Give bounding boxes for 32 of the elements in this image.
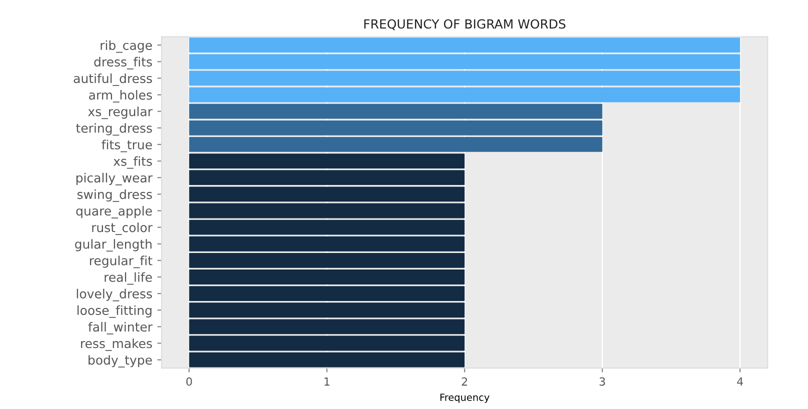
bar xyxy=(189,87,740,102)
y-tick-label: tering_dress xyxy=(76,123,152,136)
y-tick-label: pically_wear xyxy=(76,172,153,186)
y-tick-label: fits_true xyxy=(102,140,152,152)
y-tick-label: xs_regular xyxy=(88,106,153,120)
x-tick-label: 0 xyxy=(186,377,192,386)
y-tick-label: loose_fitting xyxy=(78,305,152,318)
y-tick-label: body_type xyxy=(88,355,152,368)
x-tick-label: 1 xyxy=(324,377,330,386)
y-tick-label: real_life xyxy=(104,272,152,285)
x-tick-label: 4 xyxy=(737,377,743,386)
y-tick-label: ress_makes xyxy=(81,338,152,351)
y-tick-label: dress_fits xyxy=(94,56,152,70)
y-tick-label: autiful_dress xyxy=(74,73,152,86)
y-tick-label: regular_fit xyxy=(90,256,152,268)
bar xyxy=(189,352,465,368)
y-tick-label: fall_winter xyxy=(88,322,153,334)
y-tick-label: lovely_dress xyxy=(76,288,152,302)
bar xyxy=(189,70,740,86)
bar xyxy=(189,203,465,218)
y-tick-label: arm_holes xyxy=(89,90,152,102)
y-tick-label: rib_cage xyxy=(100,40,152,53)
chart-title: FREQUENCY OF BIGRAM WORDS xyxy=(364,19,566,30)
y-tick-label: rust_color xyxy=(92,222,153,235)
y-tick-label: quare_apple xyxy=(76,206,152,218)
x-tick-label: 2 xyxy=(462,377,468,386)
y-tick-label: swing_dress xyxy=(77,189,152,202)
y-tick-label: xs_fits xyxy=(113,156,152,169)
x-axis-title: Frequency xyxy=(440,394,490,403)
x-tick-label: 3 xyxy=(600,377,605,386)
y-tick-label: gular_length xyxy=(75,239,152,252)
bar xyxy=(189,336,465,351)
